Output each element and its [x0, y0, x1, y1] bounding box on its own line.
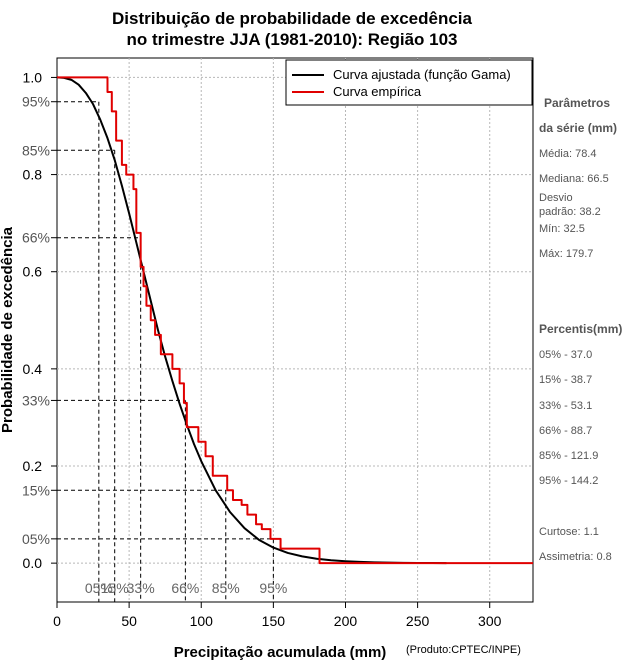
x-tick-label: 0 [53, 613, 61, 629]
x-axis-ticks: 0 50 100 150 200 250 300 [53, 602, 502, 629]
stat-desvio-line2: padrão: 38.2 [539, 206, 601, 218]
stat-p33: 33% - 53.1 [539, 400, 592, 412]
percentis-title: Percentis(mm) [539, 322, 622, 336]
chart-title-line1: Distribuição de probabilidade de excedên… [112, 9, 472, 28]
y-percent-label: 95% [22, 94, 50, 110]
stat-mediana: Mediana: 66.5 [539, 173, 609, 185]
x-percent-label: 85% [212, 580, 240, 596]
y-percent-label: 33% [22, 392, 50, 408]
y-tick-label: 0.0 [23, 555, 43, 571]
x-tick-label: 50 [121, 613, 137, 629]
stat-desvio-line1: Desvio [539, 192, 573, 204]
stats-panel: Parâmetros da série (mm) Média: 78.4 Med… [539, 96, 622, 563]
stat-p85: 85% - 121.9 [539, 450, 598, 462]
stat-p15: 15% - 38.7 [539, 374, 592, 386]
y-tick-label: 0.2 [23, 458, 43, 474]
curves [56, 76, 533, 565]
stat-p95: 95% - 144.2 [539, 475, 598, 487]
x-percent-label: 33% [127, 580, 155, 596]
y-tick-label: 0.8 [23, 167, 43, 183]
params-title-line2: da série (mm) [539, 121, 617, 135]
product-credit: (Produto:CPTEC/INPE) [406, 644, 521, 656]
y-percent-label: 66% [22, 230, 50, 246]
x-percent-label: 95% [259, 580, 287, 596]
grid-lines [57, 58, 533, 602]
x-tick-label: 250 [406, 613, 430, 629]
stat-p05: 05% - 37.0 [539, 349, 592, 361]
x-percent-label: 66% [171, 580, 199, 596]
x-tick-label: 200 [334, 613, 358, 629]
stat-min: Mín: 32.5 [539, 223, 585, 235]
stat-max: Máx: 179.7 [539, 248, 593, 260]
plot-frame [56, 57, 534, 603]
chart-title-line2: no trimestre JJA (1981-2010): Região 103 [126, 30, 457, 49]
stat-assimetria: Assimetria: 0.8 [539, 551, 612, 563]
y-tick-label: 0.4 [23, 361, 43, 377]
y-axis-ticks: 0.0 0.2 0.4 0.6 0.8 1.0 [23, 69, 57, 571]
percentile-guides [57, 101, 274, 602]
y-tick-label: 1.0 [23, 69, 43, 85]
x-percent-labels: 05%15%33% 66% 85% 95% [85, 580, 288, 596]
y-percent-label: 85% [22, 142, 50, 158]
fitted-gamma-curve [56, 76, 447, 565]
x-tick-label: 150 [262, 613, 286, 629]
legend-box [285, 59, 533, 106]
y-percent-label: 05% [22, 531, 50, 547]
stat-media: Média: 78.4 [539, 148, 596, 160]
y-axis-title: Probabilidade de excedência [0, 226, 16, 433]
stat-curtose: Curtose: 1.1 [539, 526, 599, 538]
x-percent-label: 05% [85, 580, 113, 596]
y-percent-labels: 95% 85% 66% 33% 15% 05% [22, 94, 57, 547]
empirical-curve [57, 76, 533, 565]
x-tick-label: 300 [478, 613, 502, 629]
params-title-line1: Parâmetros [544, 96, 610, 110]
legend-label-empirical: Curva empírica [333, 84, 422, 99]
x-tick-label: 100 [190, 613, 214, 629]
legend-label-fitted: Curva ajustada (função Gama) [333, 67, 511, 82]
legend: Curva ajustada (função Gama) Curva empír… [285, 59, 533, 106]
x-axis-title: Precipitação acumulada (mm) [174, 644, 387, 660]
x-percent-label: 15% [101, 580, 129, 596]
y-percent-label: 15% [22, 482, 50, 498]
y-tick-label: 0.6 [23, 264, 43, 280]
stat-p66: 66% - 88.7 [539, 425, 592, 437]
